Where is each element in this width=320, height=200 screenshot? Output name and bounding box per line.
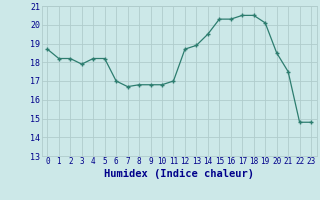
X-axis label: Humidex (Indice chaleur): Humidex (Indice chaleur) [104,169,254,179]
